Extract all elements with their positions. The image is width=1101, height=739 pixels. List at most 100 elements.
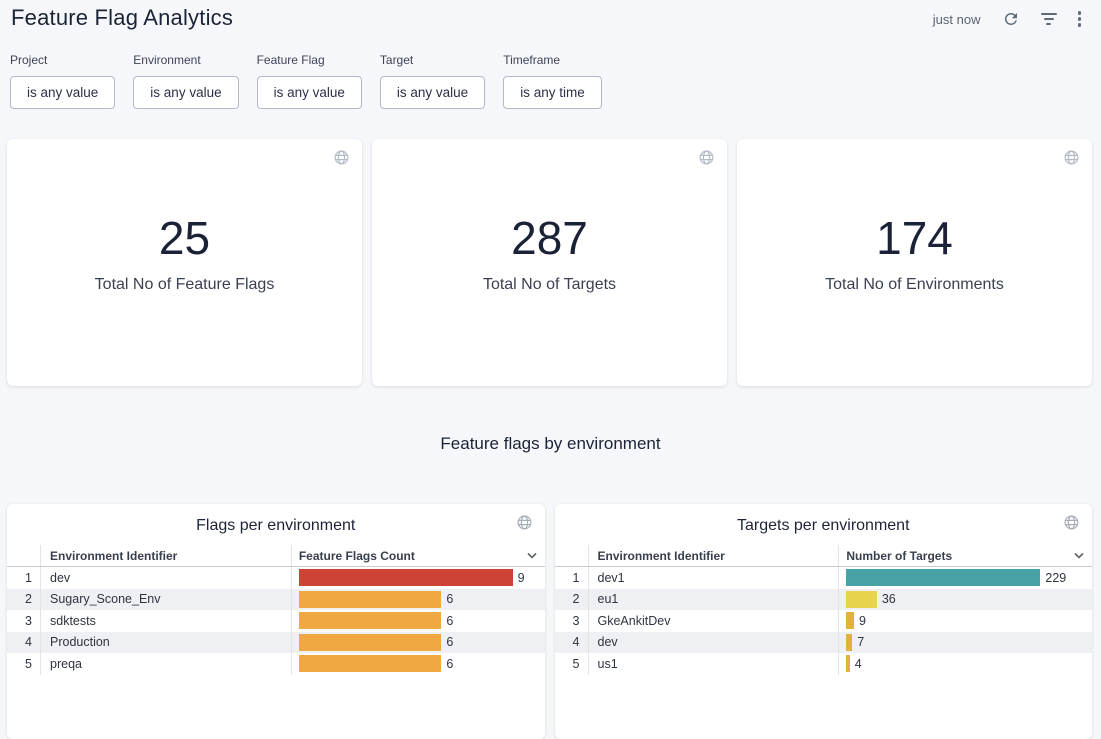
globe-icon (1063, 149, 1080, 171)
environment-cell: dev (41, 567, 292, 589)
value-cell: 4 (839, 653, 1092, 675)
more-vert-icon (1077, 11, 1081, 27)
row-index: 5 (555, 653, 589, 675)
globe-icon (333, 149, 350, 171)
value-label: 6 (446, 635, 454, 650)
row-index: 3 (7, 610, 41, 632)
table-header-row: Environment Identifier Number of Targets (554, 545, 1092, 567)
globe-icon (516, 514, 533, 536)
value-bar (846, 633, 853, 651)
table-row[interactable]: 3 sdktests 6 (7, 610, 545, 632)
filter-environment-value-button[interactable]: is any value (133, 76, 239, 109)
environment-cell: us1 (589, 653, 840, 675)
refresh-button[interactable] (1002, 10, 1020, 28)
sort-chevron-down-icon[interactable] (526, 552, 545, 560)
environment-cell: Production (41, 631, 292, 653)
value-cell: 9 (839, 610, 1092, 632)
filter-project-value-button[interactable]: is any value (10, 76, 116, 109)
stat-value: 287 (511, 212, 588, 265)
more-options-button[interactable] (1077, 11, 1081, 27)
header-actions: just now (933, 10, 1081, 28)
filter-target-value-button[interactable]: is any value (379, 76, 486, 109)
value-cell: 7 (839, 632, 1092, 654)
table-row[interactable]: 4 Production 6 (7, 631, 545, 654)
section-title: Feature flags by environment (440, 434, 661, 453)
table-row[interactable]: 2 eu1 36 (554, 588, 1092, 611)
value-label: 6 (446, 613, 454, 628)
table-row[interactable]: 5 us1 4 (555, 653, 1093, 675)
filter-environment: Environment is any value (133, 53, 239, 109)
row-index: 1 (7, 567, 41, 589)
flags-per-environment-card: Flags per environment Environment Identi… (7, 504, 545, 739)
environment-cell: eu1 (589, 588, 840, 610)
value-bar (846, 612, 854, 630)
stat-card-targets: 287 Total No of Targets (372, 139, 727, 386)
filter-label: Project (10, 53, 48, 67)
value-label: 4 (854, 656, 862, 671)
page-title: Feature Flag Analytics (11, 5, 234, 30)
filter-feature-flag-value-button[interactable]: is any value (256, 76, 362, 109)
value-bar (298, 590, 442, 608)
value-bar (298, 633, 442, 651)
environment-cell: sdktests (41, 610, 292, 632)
value-label: 7 (857, 635, 865, 650)
table-cards-row: Flags per environment Environment Identi… (7, 504, 1092, 739)
stat-label: Total No of Feature Flags (94, 275, 275, 293)
card-title: Flags per environment (196, 517, 356, 534)
value-label: 6 (446, 592, 454, 607)
filter-list-icon (1040, 13, 1057, 25)
filter-label: Timeframe (503, 53, 561, 67)
value-label: 9 (517, 570, 525, 585)
row-index: 5 (7, 653, 41, 675)
filter-label: Target (379, 53, 414, 67)
stat-card-feature-flags: 25 Total No of Feature Flags (7, 139, 362, 386)
environment-column-header[interactable]: Environment Identifier (41, 545, 292, 566)
value-cell: 6 (292, 632, 545, 654)
stat-value: 25 (158, 212, 211, 265)
filter-timeframe: Timeframe is any time (503, 53, 602, 109)
card-title: Targets per environment (736, 517, 910, 534)
value-label: 6 (446, 656, 454, 671)
count-column-header[interactable]: Number of Targets (839, 545, 1092, 566)
row-index-header (7, 545, 41, 566)
environment-cell: dev1 (589, 567, 840, 589)
filter-timeframe-value-button[interactable]: is any time (503, 76, 602, 109)
value-cell: 229 (839, 567, 1092, 589)
value-cell: 9 (292, 567, 545, 589)
count-column-header[interactable]: Feature Flags Count (292, 545, 545, 566)
value-bar (298, 655, 442, 673)
table-row[interactable]: 5 preqa 6 (7, 653, 545, 675)
row-index-header (555, 545, 589, 566)
count-column-label: Number of Targets (846, 548, 953, 563)
stat-label: Total No of Environments (825, 275, 1004, 293)
filter-label: Environment (133, 53, 201, 67)
dashboard-header: Feature Flag Analytics just now (0, 0, 1101, 31)
value-cell: 36 (839, 589, 1092, 611)
filter-label: Feature Flag (256, 53, 325, 67)
table-row[interactable]: 3 GkeAnkitDev 9 (555, 610, 1093, 632)
environment-column-header[interactable]: Environment Identifier (589, 545, 840, 566)
table-row[interactable]: 1 dev 9 (7, 567, 545, 589)
table-row[interactable]: 2 Sugary_Scone_Env 6 (7, 588, 545, 610)
last-refreshed-text: just now (932, 11, 981, 27)
value-bar (846, 655, 850, 673)
refresh-icon (1002, 10, 1020, 28)
filter-bar: Project is any value Environment is any … (0, 31, 1101, 109)
row-index: 3 (555, 610, 589, 632)
row-index: 4 (555, 631, 589, 653)
value-bar (846, 590, 877, 608)
table-body: 1 dev1 229 2 eu1 36 3 GkeAnkitDev 9 4 dev 7 5 us1 4 (554, 567, 1093, 675)
value-bar (298, 569, 513, 587)
sort-chevron-down-icon[interactable] (1073, 552, 1092, 560)
row-index: 2 (555, 588, 589, 610)
dashboard-filters-button[interactable] (1040, 13, 1057, 25)
table-row[interactable]: 4 dev 7 (554, 631, 1092, 654)
value-label: 9 (858, 613, 866, 628)
globe-icon (1063, 514, 1080, 536)
value-bar (846, 569, 1041, 587)
table-row[interactable]: 1 dev1 229 (555, 567, 1093, 589)
value-label: 229 (1045, 570, 1067, 585)
value-cell: 6 (292, 610, 545, 632)
table-body: 1 dev 9 2 Sugary_Scone_Env 6 3 sdktests 6 4 Produc… (7, 567, 545, 675)
value-cell: 6 (292, 653, 545, 675)
